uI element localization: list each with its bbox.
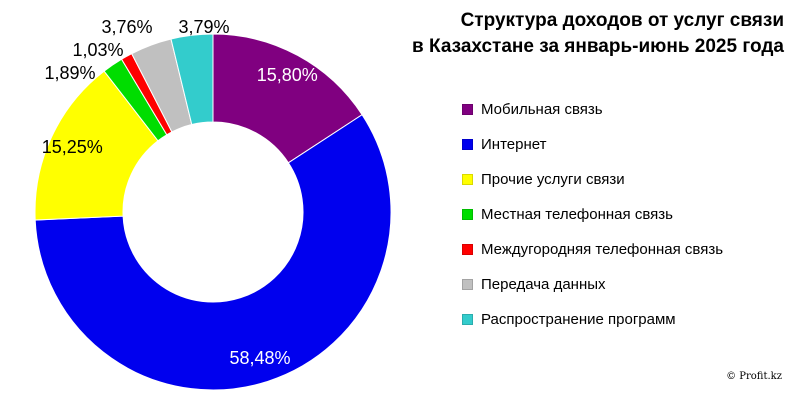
legend-label: Междугородняя телефонная связь [481, 241, 724, 258]
legend-item-6: Передача данных [462, 267, 723, 302]
legend-swatch [462, 209, 473, 220]
legend-item-7: Распространение программ [462, 302, 723, 337]
legend-swatch [462, 244, 473, 255]
data-label-3: 15,25% [42, 137, 103, 157]
legend-swatch [462, 104, 473, 115]
donut-slice-2 [34, 114, 392, 391]
data-label-1: 15,80% [257, 65, 318, 85]
legend-label: Интернет [481, 136, 547, 153]
legend-item-3: Прочие услуги связи [462, 162, 723, 197]
legend-label: Передача данных [481, 276, 606, 293]
legend-item-5: Междугородняя телефонная связь [462, 232, 723, 267]
chart-title-line-2: в Казахстане за январь-июнь 2025 года [412, 36, 784, 57]
chart-title-line-1: Структура доходов от услуг связи [460, 10, 784, 31]
data-label-2: 58,48% [229, 348, 290, 368]
legend-label: Местная телефонная связь [481, 206, 673, 223]
data-label-5: 1,03% [72, 40, 123, 60]
donut-slice-7 [170, 33, 214, 126]
credit-text: © Profit.kz [726, 371, 782, 382]
legend-item-4: Местная телефонная связь [462, 197, 723, 232]
legend-item-1: Мобильная связь [462, 92, 723, 127]
legend-swatch [462, 314, 473, 325]
legend-item-2: Интернет [462, 127, 723, 162]
legend-swatch [462, 174, 473, 185]
donut-slice-3 [34, 70, 159, 221]
data-label-4: 1,89% [44, 63, 95, 83]
legend-label: Мобильная связь [481, 101, 603, 118]
legend-label: Распространение программ [481, 311, 676, 328]
legend-swatch [462, 139, 473, 150]
data-label-7: 3,79% [178, 17, 229, 37]
data-label-6: 3,76% [101, 17, 152, 37]
legend-swatch [462, 279, 473, 290]
chart-legend: Мобильная связь Интернет Прочие услуги свя… [462, 92, 723, 337]
legend-label: Прочие услуги связи [481, 171, 625, 188]
